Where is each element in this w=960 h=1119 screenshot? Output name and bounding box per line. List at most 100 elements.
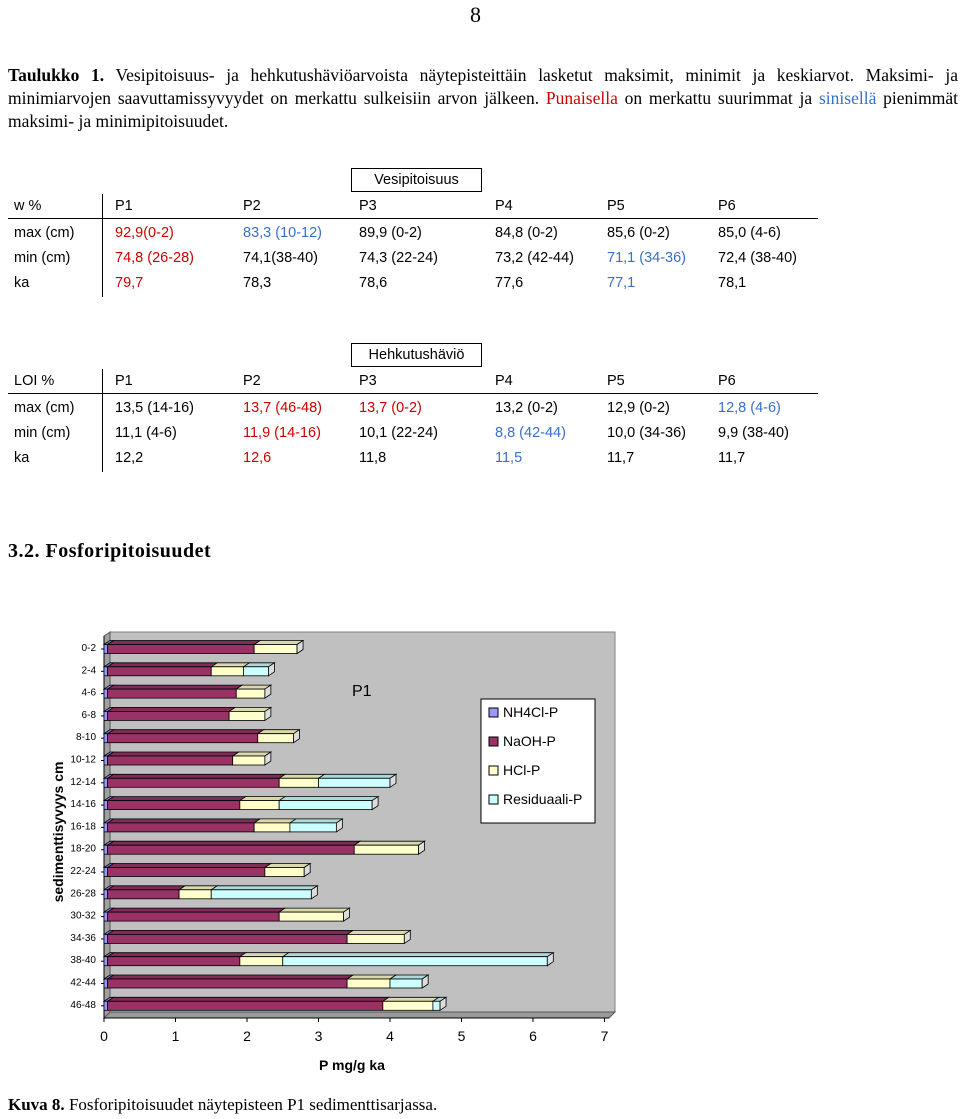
- y-tick-label: 30-32: [70, 911, 96, 922]
- bar-segment: [103, 844, 108, 855]
- page-number: 8: [470, 2, 481, 27]
- bar-segment-top: [277, 773, 326, 779]
- water-table-row-label: max (cm): [14, 225, 75, 241]
- bar-end-face: [310, 885, 318, 900]
- water-table-cell: 72,4 (38-40): [718, 250, 797, 266]
- bar-segment: [210, 889, 312, 900]
- bar-segment: [107, 711, 230, 721]
- bar-segment: [107, 822, 255, 833]
- loi-table-cell: 11,9 (14-16): [243, 425, 321, 441]
- bar-segment-top: [263, 863, 312, 868]
- loi-table-cell: 12,8 (4-6): [718, 400, 781, 416]
- loi-table-header-cell: LOI %: [14, 373, 55, 389]
- loi-table-title: Hehkutushäviö: [351, 343, 482, 367]
- bar-segment: [346, 978, 391, 989]
- bar-segment-top: [106, 818, 262, 824]
- bar-segment: [235, 688, 266, 699]
- y-tick-label: 6-8: [82, 710, 97, 721]
- bar-segment-top: [381, 996, 441, 1002]
- bar-segment: [389, 978, 423, 989]
- bar-segment: [103, 933, 108, 944]
- x-tick-label: 7: [601, 1028, 609, 1044]
- bar-segment-top: [106, 773, 287, 779]
- bar-segment-top: [106, 751, 241, 757]
- loi-table-header-cell: P6: [718, 373, 736, 389]
- loi-table-row-label: ka: [14, 450, 30, 466]
- bar-segment: [107, 666, 212, 677]
- loi-table-header-cell: P3: [359, 373, 377, 389]
- section-heading: 3.2. Fosforipitoisuudet: [8, 540, 212, 562]
- water-table-cell: 78,3: [243, 275, 272, 291]
- loi-table-cell: 10,0 (34-36): [607, 425, 686, 441]
- water-table-cell: 89,9 (0-2): [359, 225, 422, 241]
- bar-segment: [257, 733, 294, 744]
- bar-segment: [103, 800, 108, 811]
- bar-segment: [107, 956, 241, 967]
- water-table-header-cell: P6: [718, 198, 736, 214]
- water-table-header-cell: P2: [243, 198, 261, 214]
- y-tick-label: 34-36: [70, 933, 96, 944]
- water-table-header-cell: P4: [495, 198, 513, 214]
- bar-segment-top: [277, 907, 351, 913]
- bar-segment-top: [252, 818, 298, 824]
- phosphorus-chart: 0 1 2 3 4 5 6 7 0-2 2-4 4-6 6-8 8-10 10-12 12-14 14-16 1…: [50, 631, 617, 1073]
- bar-end-face: [264, 684, 272, 699]
- y-tick-label: 14-16: [70, 799, 96, 810]
- loi-table-header-row: LOI % P1 P2 P3 P4 P5 P6: [0, 369, 960, 393]
- bar-segment: [278, 800, 373, 811]
- y-tick-label: 22-24: [70, 866, 96, 877]
- table-caption-text-3: pienimmät maksimi- ja minimipitoisuudet.: [8, 88, 958, 131]
- water-table-cell: 85,0 (4-6): [718, 225, 781, 241]
- bar-segment-top: [238, 952, 291, 958]
- y-tick-label: 26-28: [70, 888, 96, 899]
- bar-segment-top: [345, 929, 412, 935]
- x-tick-label: 4: [386, 1028, 394, 1044]
- bar-segment-top: [288, 818, 344, 824]
- bar-segment-top: [277, 796, 380, 802]
- bar-segment-top: [106, 863, 273, 868]
- bar-segment: [103, 1000, 108, 1011]
- loi-table-row: ka 12,2 12,6 11,8 11,5 11,7 11,7: [0, 446, 960, 470]
- loi-table-cell: 13,7 (46-48): [243, 400, 322, 416]
- bar-end-face: [418, 840, 426, 855]
- x-tick-label: 6: [529, 1028, 537, 1044]
- table-caption-text-2: on merkattu suurimmat ja: [617, 88, 819, 108]
- bar-segment: [103, 889, 108, 900]
- bar-segment: [353, 844, 419, 855]
- water-table-row: ka 79,7 78,3 78,6 77,6 77,1 78,1: [0, 271, 960, 295]
- bar-segment: [107, 844, 355, 855]
- water-table-cell: 78,6: [359, 275, 388, 291]
- x-tick-label: 0: [100, 1028, 108, 1044]
- bar-segment: [103, 644, 108, 654]
- water-table-cell: 77,6: [495, 275, 524, 291]
- bar-segment: [253, 822, 291, 833]
- x-tick-label: 2: [243, 1028, 251, 1044]
- water-table-cell: 74,8 (26-28): [115, 250, 194, 266]
- y-tick-label: 8-10: [76, 732, 96, 743]
- bar-segment: [243, 666, 269, 677]
- loi-table-row-label: min (cm): [14, 425, 71, 441]
- bar-segment-top: [317, 773, 398, 779]
- loi-table-cell: 13,2 (0-2): [495, 400, 558, 416]
- y-tick-label: 12-14: [70, 777, 96, 788]
- legend-swatch: [488, 794, 499, 805]
- bar-end-face: [421, 974, 429, 989]
- bar-segment: [232, 755, 266, 766]
- water-table-header-cell: P3: [359, 198, 377, 214]
- bar-segment: [239, 800, 280, 811]
- bar-segment: [107, 1000, 384, 1011]
- bar-segment: [103, 911, 108, 922]
- bar-end-face: [293, 728, 300, 744]
- loi-table-row: min (cm) 11,1 (4-6) 11,9 (14-16) 10,1 (22-2…: [0, 421, 960, 445]
- water-table-row-label: ka: [14, 275, 30, 291]
- y-tick-label: 42-44: [70, 978, 96, 989]
- bar-segment: [103, 711, 108, 721]
- figure-caption-text: Fosforipitoisuudet näytepisteen P1 sedim…: [64, 1095, 438, 1114]
- y-tick-label: 10-12: [70, 755, 96, 766]
- y-tick-label: 38-40: [70, 955, 96, 966]
- bar-segment-top: [106, 952, 248, 958]
- loi-table-cell: 12,9 (0-2): [607, 400, 670, 416]
- water-table-cell: 74,3 (22-24): [359, 250, 438, 266]
- bar-segment: [210, 666, 244, 677]
- legend-label: HCl-P: [503, 762, 540, 778]
